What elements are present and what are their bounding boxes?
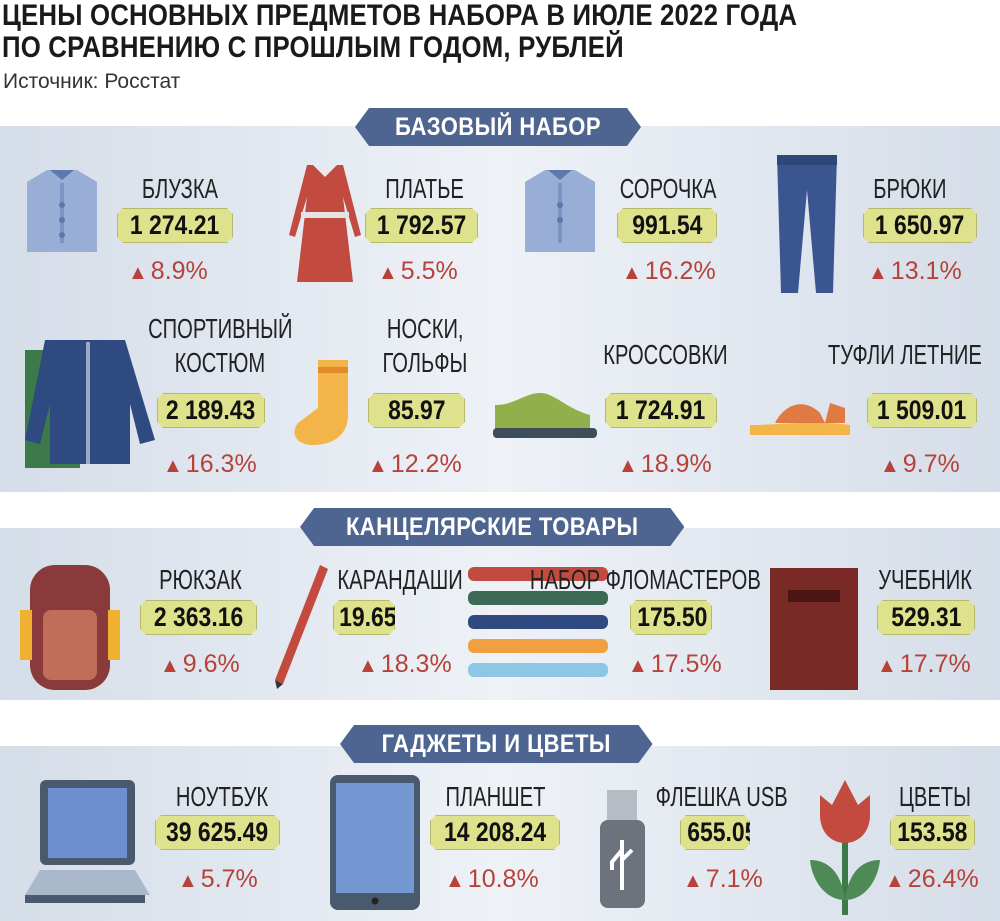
- increase-triangle-icon: ▲: [445, 870, 465, 892]
- price-badge: 991.54: [617, 208, 717, 243]
- backpack-icon: [15, 555, 125, 695]
- sneaker-icon: [490, 390, 600, 440]
- increase-triangle-icon: ▲: [368, 455, 388, 477]
- price-badge: 1 724.91: [605, 393, 717, 428]
- item-label: БРЮКИ: [873, 173, 947, 204]
- price-badge: 2 189.43: [157, 393, 265, 428]
- price-change: ▲ 16.2%: [622, 257, 716, 285]
- flower-icon: [800, 775, 890, 915]
- textbook-icon: [770, 568, 858, 690]
- price-badge: 1 792.57: [365, 208, 478, 243]
- sandal-icon: [745, 395, 855, 440]
- price-change: ▲ 17.7%: [877, 650, 971, 678]
- item-label: РЮКЗАК: [158, 564, 242, 595]
- increase-triangle-icon: ▲: [622, 262, 642, 284]
- price-change: ▲ 16.3%: [163, 450, 257, 478]
- source-note: Источник: Росстат: [3, 70, 181, 93]
- price-badge: 175.50: [630, 600, 712, 635]
- increase-triangle-icon: ▲: [877, 655, 897, 677]
- section-title-stationery: КАНЦЕЛЯРСКИЕ ТОВАРЫ: [300, 508, 684, 546]
- blouse-icon: [22, 165, 102, 260]
- price-change: ▲ 5.5%: [378, 257, 458, 285]
- price-badge: 14 208.24: [430, 815, 560, 850]
- price-badge: 1 274.21: [117, 208, 233, 243]
- price-change: ▲ 17.5%: [628, 650, 722, 678]
- item-label: НОСКИ, ГОЛЬФЫ: [382, 313, 468, 378]
- price-change: ▲ 12.2%: [368, 450, 462, 478]
- pencil-icon: [270, 560, 330, 690]
- price-change: ▲ 9.6%: [160, 650, 240, 678]
- increase-triangle-icon: ▲: [880, 455, 900, 477]
- increase-triangle-icon: ▲: [618, 455, 638, 477]
- price-change: ▲ 10.8%: [445, 865, 539, 893]
- increase-triangle-icon: ▲: [868, 262, 888, 284]
- item-label: УЧЕБНИК: [878, 564, 972, 595]
- price-badge: 153.58: [890, 815, 975, 850]
- price-change: ▲ 13.1%: [868, 257, 962, 285]
- increase-triangle-icon: ▲: [358, 655, 378, 677]
- usb-flash-icon: [595, 790, 650, 910]
- price-change: ▲ 18.9%: [618, 450, 712, 478]
- laptop-icon: [20, 770, 150, 910]
- increase-triangle-icon: ▲: [628, 655, 648, 677]
- increase-triangle-icon: ▲: [163, 455, 183, 477]
- item-label: ТУФЛИ ЛЕТНИЕ: [828, 339, 982, 370]
- price-badge: 655.05: [680, 815, 750, 850]
- item-label: ПЛАТЬЕ: [385, 173, 465, 204]
- price-badge: 19.65: [333, 600, 395, 635]
- item-label: КРОССОВКИ: [602, 339, 728, 370]
- dress-icon: [285, 160, 365, 285]
- sock-icon: [288, 355, 363, 450]
- price-badge: 1 509.01: [867, 393, 977, 428]
- item-label: КАРАНДАШИ: [337, 564, 463, 595]
- item-label: ЦВЕТЫ: [899, 781, 971, 812]
- tablet-icon: [330, 775, 420, 910]
- item-label: БЛУЗКА: [141, 173, 219, 204]
- price-change: ▲ 5.7%: [178, 865, 258, 893]
- section-title-gadgets: ГАДЖЕТЫ И ЦВЕТЫ: [340, 725, 653, 763]
- section-title-basic: БАЗОВЫЙ НАБОР: [355, 108, 641, 146]
- price-change: ▲ 9.7%: [880, 450, 960, 478]
- price-badge: 2 363.16: [140, 600, 257, 635]
- increase-triangle-icon: ▲: [160, 655, 180, 677]
- page-title: ЦЕНЫ ОСНОВНЫХ ПРЕДМЕТОВ НАБОРА В ИЮЛЕ 20…: [2, 0, 798, 64]
- item-label: СПОРТИВНЫЙ КОСТЮМ: [147, 313, 293, 378]
- increase-triangle-icon: ▲: [683, 870, 703, 892]
- increase-triangle-icon: ▲: [178, 870, 198, 892]
- item-label: СОРОЧКА: [619, 173, 717, 204]
- increase-triangle-icon: ▲: [885, 870, 905, 892]
- shirt-icon: [520, 165, 600, 260]
- trousers-icon: [772, 150, 842, 295]
- item-label: НАБОР ФЛОМАСТЕРОВ: [529, 564, 761, 595]
- price-change: ▲ 26.4%: [885, 865, 979, 893]
- price-badge: 529.31: [877, 600, 975, 635]
- tracksuit-icon: [20, 330, 160, 470]
- item-label: ПЛАНШЕТ: [445, 781, 545, 812]
- price-badge: 1 650.97: [863, 208, 977, 243]
- price-change: ▲ 18.3%: [358, 650, 452, 678]
- item-label: НОУТБУК: [175, 781, 269, 812]
- markers-icon: [468, 565, 618, 690]
- price-change: ▲ 8.9%: [128, 257, 208, 285]
- price-badge: 39 625.49: [155, 815, 280, 850]
- price-change: ▲ 7.1%: [683, 865, 763, 893]
- increase-triangle-icon: ▲: [378, 262, 398, 284]
- price-badge: 85.97: [368, 393, 465, 428]
- item-label: ФЛЕШКА USB: [655, 781, 789, 812]
- increase-triangle-icon: ▲: [128, 262, 148, 284]
